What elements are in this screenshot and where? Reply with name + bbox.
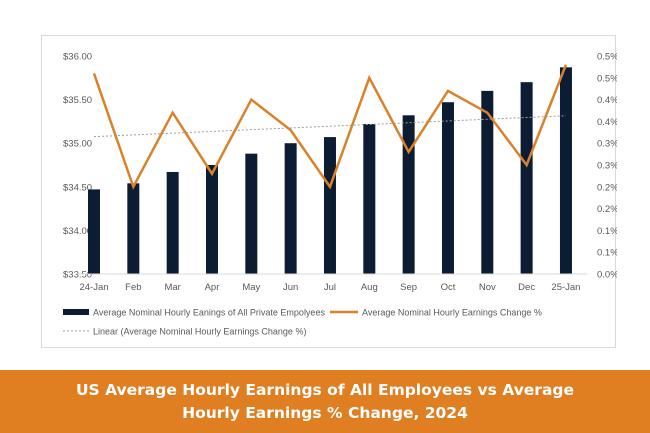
right-tick-label: 0.5% xyxy=(597,52,617,63)
footer-banner: US Average Hourly Earnings of All Employ… xyxy=(0,370,650,433)
x-tick-label: 25-Jan xyxy=(551,282,580,293)
legend-bar-label: Average Nominal Hourly Eanings of All Pr… xyxy=(93,308,325,318)
x-tick-label: Nov xyxy=(479,282,496,293)
bar xyxy=(205,165,218,274)
right-tick-label: 0.4% xyxy=(597,95,617,106)
combo-chart: $33.50 $34.00 $34.50 $35.00 $35.50 $36.00 0.0… xyxy=(63,52,617,337)
trendline-series xyxy=(93,115,566,138)
legend: Average Nominal Hourly Eanings of All Pr… xyxy=(63,308,542,337)
legend-bar-swatch xyxy=(63,309,89,315)
left-tick-label: $35.00 xyxy=(63,139,92,150)
x-tick-label: Sep xyxy=(400,282,417,293)
bar xyxy=(441,102,454,274)
right-tick-label: 0.5% xyxy=(597,73,617,84)
x-tick-label: Jul xyxy=(324,282,336,293)
trendline xyxy=(93,115,566,138)
x-tick-label: Apr xyxy=(205,282,220,293)
x-tick-label: May xyxy=(242,282,260,293)
right-axis-ticks: 0.0% 0.1% 0.1% 0.2% 0.2% 0.3% 0.3% 0.4% 0.4% 0.5%… xyxy=(597,52,617,281)
x-tick-label: Oct xyxy=(441,282,456,293)
right-tick-label: 0.3% xyxy=(597,161,617,172)
chart-panel: $33.50 $34.00 $34.50 $35.00 $35.50 $36.00 0.0… xyxy=(41,35,617,348)
right-tick-label: 0.1% xyxy=(597,248,617,259)
left-tick-label: $33.50 xyxy=(63,270,92,281)
x-tick-label: 24-Jan xyxy=(79,282,108,293)
line-series xyxy=(92,64,568,190)
right-tick-label: 0.2% xyxy=(597,204,617,215)
x-tick-label: Mar xyxy=(164,282,180,293)
left-axis-ticks: $33.50 $34.00 $34.50 $35.00 $35.50 $36.00 xyxy=(63,52,92,281)
bar xyxy=(481,90,494,274)
bar xyxy=(127,183,140,274)
bar xyxy=(323,137,336,274)
bar xyxy=(88,189,100,274)
right-tick-label: 0.2% xyxy=(597,182,617,193)
bar xyxy=(520,82,533,274)
right-tick-label: 0.4% xyxy=(597,117,617,128)
bar xyxy=(559,67,572,274)
left-tick-label: $34.50 xyxy=(63,182,92,193)
chart-caption-title: US Average Hourly Earnings of All Employ… xyxy=(75,380,575,422)
right-tick-label: 0.1% xyxy=(597,226,617,237)
right-tick-label: 0.0% xyxy=(597,270,617,281)
bar xyxy=(402,115,415,275)
x-axis-ticks: 24-Jan Feb Mar Apr May Jun Jul Aug Sep Oct Nov Dec 2… xyxy=(79,282,580,293)
x-tick-label: Jun xyxy=(283,282,298,293)
bar xyxy=(166,171,179,274)
x-tick-label: Aug xyxy=(361,282,378,293)
bar-series xyxy=(77,67,587,275)
x-tick-label: Feb xyxy=(125,282,141,293)
left-tick-label: $34.00 xyxy=(63,226,92,237)
right-tick-label: 0.3% xyxy=(597,139,617,150)
left-tick-label: $35.50 xyxy=(63,95,92,106)
legend-line-label: Average Nominal Hourly Earnings Change % xyxy=(362,308,542,318)
bar xyxy=(245,153,258,274)
left-tick-label: $36.00 xyxy=(63,52,92,63)
x-tick-label: Dec xyxy=(518,282,535,293)
bar xyxy=(363,124,376,275)
bar xyxy=(284,143,297,274)
legend-trend-label: Linear (Average Nominal Hourly Earnings … xyxy=(93,327,306,337)
